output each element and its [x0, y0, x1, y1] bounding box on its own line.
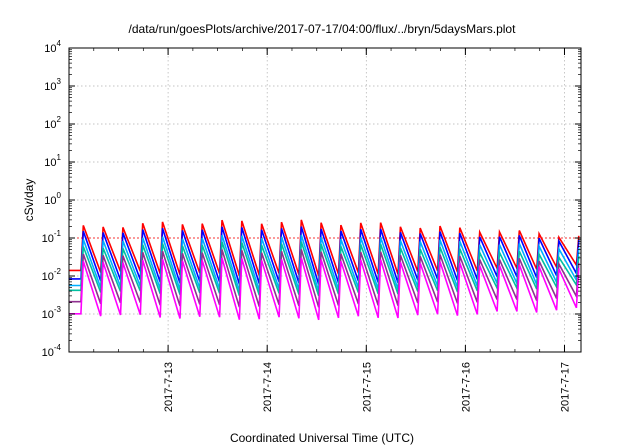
y-tick-label: 102 — [44, 115, 61, 131]
x-axis-ticks: 2017-7-13 2017-7-14 2017-7-15 2017-7-16 2017… — [68, 48, 571, 412]
chart-title: /data/run/goesPlots/archive/2017-07-17/0… — [129, 22, 517, 36]
y-axis-label: cSv/day — [22, 179, 36, 222]
y-tick-label: 103 — [44, 77, 61, 93]
x-tick-label: 2017-7-16 — [460, 362, 472, 412]
y-tick-label: 10-4 — [42, 343, 62, 359]
y-axis-ticks: 10-4 10-3 10-2 10-1 100 101 102 103 104 — [42, 39, 581, 359]
x-tick-label: 2017-7-17 — [559, 362, 571, 412]
y-tick-label: 10-3 — [42, 305, 62, 321]
y-tick-label: 104 — [44, 39, 61, 55]
series-line — [69, 257, 580, 321]
x-tick-label: 2017-7-13 — [163, 362, 175, 412]
series-group — [69, 219, 580, 321]
grid — [69, 48, 581, 352]
y-tick-label: 100 — [44, 191, 61, 207]
x-tick-label: 2017-7-15 — [361, 362, 373, 412]
y-tick-label: 101 — [44, 153, 61, 169]
x-axis-label: Coordinated Universal Time (UTC) — [230, 431, 414, 445]
x-tick-label: 2017-7-14 — [262, 362, 274, 412]
y-tick-label: 10-2 — [42, 267, 62, 283]
y-tick-label: 10-1 — [42, 229, 62, 245]
